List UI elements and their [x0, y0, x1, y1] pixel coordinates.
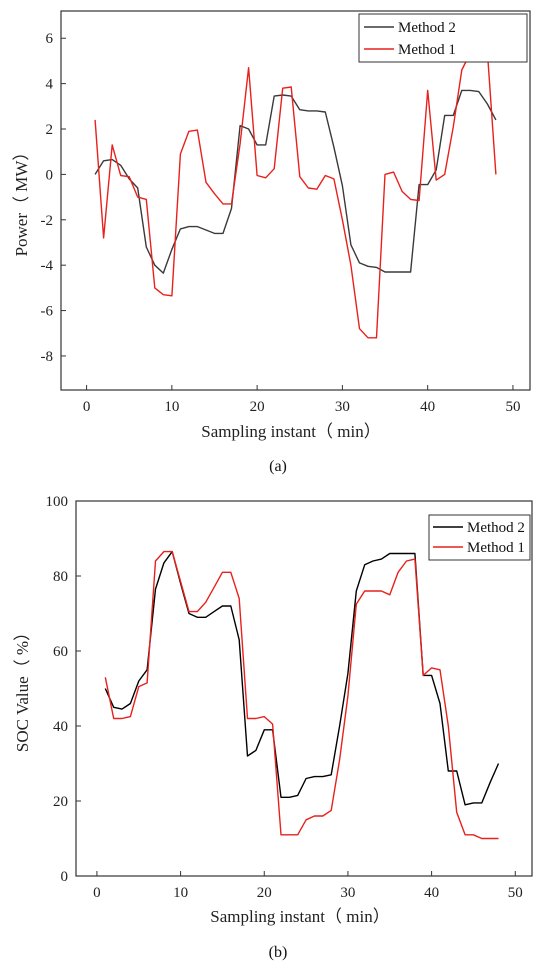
- y-axis-title: SOC Value（ %）: [13, 624, 32, 752]
- plot-frame: [60, 10, 531, 391]
- y-tick-label: 0: [46, 167, 54, 183]
- x-axis-title: Sampling instant（ min）: [201, 422, 380, 441]
- y-tick-label: -6: [41, 304, 54, 320]
- series-line-method-1: [104, 550, 499, 840]
- legend-box: [358, 13, 528, 63]
- x-tick-label: 30: [340, 885, 355, 901]
- x-tick-label: 0: [83, 399, 91, 415]
- x-axis-title: Sampling instant（ min）: [210, 907, 389, 926]
- legend-label-method-1: Method 1: [398, 42, 456, 58]
- legend: Method 2 Method 1: [358, 13, 528, 63]
- y-tick-label: -8: [41, 349, 54, 365]
- legend-label-method-1: Method 1: [467, 540, 525, 556]
- x-tick-label: 10: [164, 399, 179, 415]
- y-tick-label: 0: [61, 869, 69, 885]
- legend: Method 2 Method 1: [428, 514, 531, 561]
- x-tick-label: 50: [508, 885, 523, 901]
- x-tick-label: 20: [250, 399, 265, 415]
- series-line-method-2: [94, 89, 497, 274]
- y-tick-label: 2: [46, 122, 54, 138]
- panel-label: (b): [269, 944, 288, 961]
- y-tick-label: 40: [53, 719, 68, 735]
- y-tick-label: 6: [46, 31, 54, 47]
- y-tick-label: 20: [53, 794, 68, 810]
- x-tick-label: 40: [424, 885, 439, 901]
- y-tick-label: -2: [41, 213, 54, 229]
- x-tick-label: 20: [257, 885, 272, 901]
- soc-chart: 0 10 20 30 40 50 0 20 40 60 80 100 Sampling instant…: [13, 494, 533, 961]
- series-line-method-1: [94, 51, 497, 339]
- series-line-method-2: [104, 550, 500, 806]
- x-tick-label: 0: [93, 885, 101, 901]
- x-tick-label: 50: [505, 399, 520, 415]
- y-axis-title: Power（ MW）: [12, 144, 31, 257]
- x-tick-label: 40: [420, 399, 435, 415]
- axis-ticks: 0 10 20 30 40 50 -8 -6 -4 -2 0 2 4 6: [41, 31, 521, 415]
- y-tick-label: 80: [53, 569, 68, 585]
- series-lines: [104, 550, 500, 840]
- x-tick-label: 10: [173, 885, 188, 901]
- legend-label-method-2: Method 2: [467, 520, 525, 536]
- y-tick-label: 100: [46, 494, 69, 510]
- legend-box: [428, 514, 531, 561]
- axis-ticks: 0 10 20 30 40 50 0 20 40 60 80 100: [46, 494, 523, 901]
- power-chart: 0 10 20 30 40 50 -8 -6 -4 -2 0 2 4 6 Sampling instant…: [12, 10, 531, 475]
- legend-label-method-2: Method 2: [398, 20, 456, 36]
- y-tick-label: 4: [46, 77, 54, 93]
- series-lines: [94, 51, 497, 339]
- plot-frame: [75, 500, 533, 877]
- x-tick-label: 30: [335, 399, 350, 415]
- y-tick-label: 60: [53, 644, 68, 660]
- panel-label: (a): [269, 458, 287, 475]
- y-tick-label: -4: [41, 258, 54, 274]
